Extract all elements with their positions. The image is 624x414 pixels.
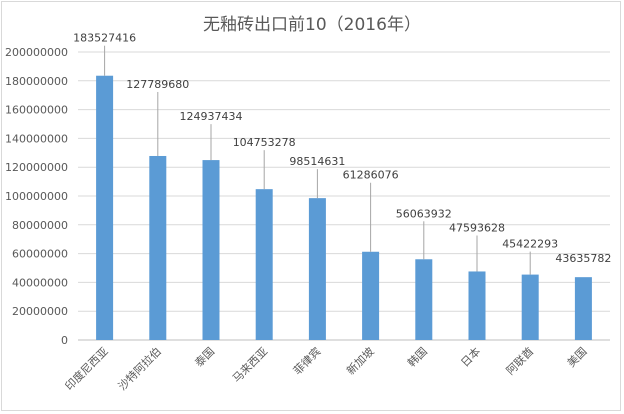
data-label: 98514631 (289, 155, 345, 168)
y-tick-label: 120000000 (5, 161, 68, 174)
bar (149, 155, 167, 340)
gridlines (78, 51, 610, 341)
y-tick-label: 0 (61, 334, 68, 347)
category-label: 印度尼西亚 (62, 344, 111, 393)
y-tick-label: 160000000 (5, 104, 68, 117)
data-label: 104753278 (233, 136, 296, 149)
bar (255, 189, 273, 340)
data-label: 56063932 (396, 207, 452, 220)
label-leader-lines (104, 45, 531, 275)
y-tick-label: 40000000 (12, 276, 68, 289)
data-labels: 183527416 127789680 124937434 104753278 9851… (73, 32, 611, 265)
category-label: 马来西亚 (230, 345, 270, 385)
data-label: 61286076 (343, 169, 399, 182)
data-label: 45422293 (502, 238, 558, 251)
y-tick-label: 200000000 (5, 46, 68, 59)
bar (362, 251, 380, 340)
category-label: 日本 (458, 344, 483, 369)
data-label: 43635782 (555, 252, 611, 265)
y-axis-ticks: 0 20000000 40000000 60000000 80000000 1000000… (5, 46, 68, 347)
category-label: 沙特阿拉伯 (115, 344, 164, 393)
data-label: 124937434 (180, 110, 243, 123)
chart-title: 无釉砖出口前10（2016年） (203, 15, 421, 35)
bars (96, 75, 592, 340)
bar (415, 259, 433, 340)
y-tick-label: 100000000 (5, 190, 68, 203)
bar (202, 160, 220, 340)
category-label: 泰国 (192, 344, 217, 369)
category-label: 美国 (565, 345, 590, 370)
bar (96, 75, 114, 340)
y-tick-label: 60000000 (12, 248, 68, 261)
bar (308, 198, 326, 340)
category-label: 菲律宾 (290, 344, 323, 377)
data-label: 183527416 (73, 32, 136, 45)
category-labels: 印度尼西亚 沙特阿拉伯 泰国 马来西亚 菲律宾 新加坡 韩国 日本 阿联酋 美国 (62, 344, 590, 393)
category-label: 阿联酋 (503, 344, 536, 377)
y-tick-label: 20000000 (12, 305, 68, 318)
category-label: 韩国 (404, 344, 429, 369)
bar (521, 274, 539, 340)
data-label: 47593628 (449, 221, 505, 234)
y-tick-label: 180000000 (5, 75, 68, 88)
category-label: 新加坡 (343, 344, 376, 377)
y-tick-label: 140000000 (5, 132, 68, 145)
y-tick-label: 80000000 (12, 219, 68, 232)
data-label: 127789680 (126, 78, 189, 91)
bar (468, 271, 486, 340)
bar (574, 277, 592, 340)
